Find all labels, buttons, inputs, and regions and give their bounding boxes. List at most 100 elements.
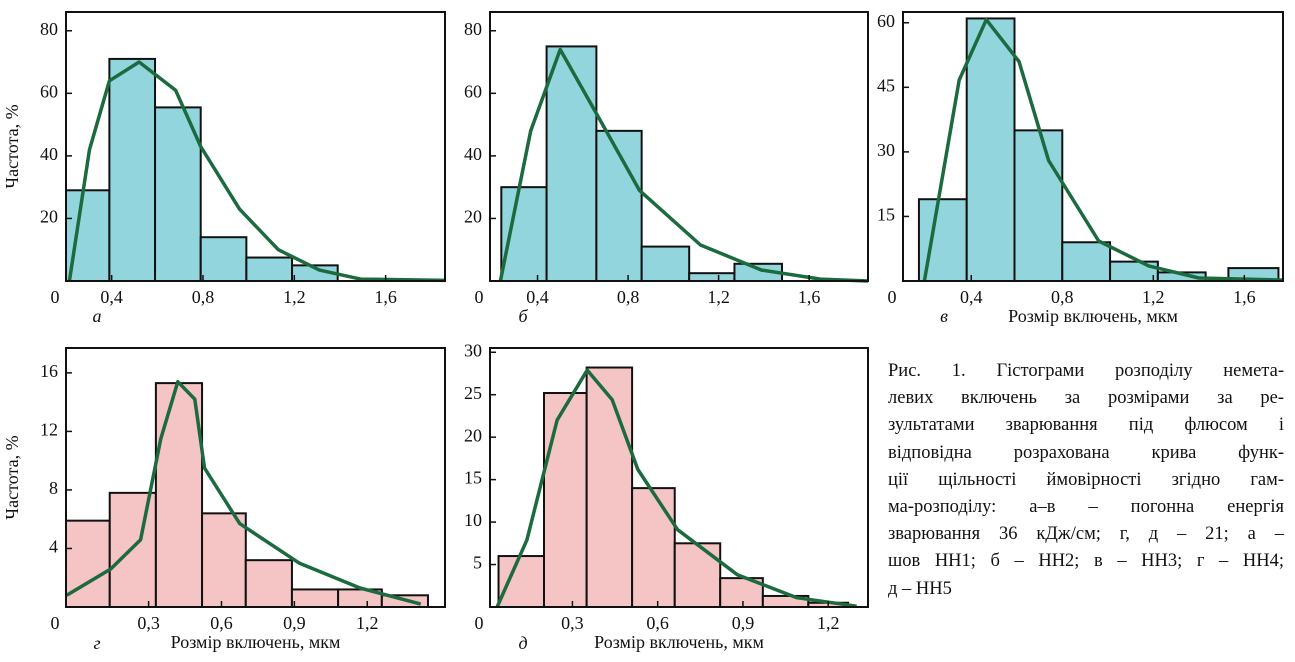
bar [154, 382, 204, 609]
corner-label: 0 [475, 287, 484, 307]
y-tick-label: 12 [40, 420, 58, 440]
x-tick-label: 0,4 [526, 287, 549, 307]
y-tick-label: 60 [877, 11, 895, 31]
bar [688, 272, 736, 283]
bar [543, 392, 588, 608]
y-tick-label: 8 [49, 478, 58, 498]
corner-label: 0 [888, 287, 897, 307]
bar [965, 17, 1016, 283]
axes-frame [65, 11, 446, 282]
y-tick-label: 20 [464, 425, 482, 445]
y-tick-label: 30 [464, 340, 482, 360]
x-tick-label: 0,9 [283, 613, 306, 633]
panel-label: г [93, 633, 100, 653]
density-curve [922, 17, 1284, 282]
x-tick-label: 0,3 [137, 613, 160, 633]
y-tick-label: 10 [464, 510, 482, 530]
bar [497, 555, 545, 609]
axes-frame [902, 11, 1284, 282]
y-tick-label: 80 [464, 19, 482, 39]
bar [244, 559, 293, 609]
y-tick-label: 40 [40, 144, 58, 164]
y-tick-label: 60 [40, 81, 58, 101]
bar [545, 45, 598, 282]
bar [1109, 260, 1159, 282]
bar [585, 366, 634, 609]
x-tick-label: 0,3 [561, 613, 584, 633]
corner-label: 0 [475, 613, 484, 633]
bar [290, 588, 340, 608]
x-axis-label: Розмір включень, мкм [1008, 306, 1178, 326]
y-tick-label: 5 [473, 553, 482, 573]
axes-frame [489, 347, 869, 608]
caption-line: левих включень за розмірами за ре- [888, 388, 1284, 409]
caption-line: ції щільності ймовірності згідно гам- [888, 469, 1284, 490]
y-tick-label: 15 [464, 468, 482, 488]
caption-line: зультатами зварювання під флюсом і [888, 415, 1284, 436]
x-axis-label: Розмір включень, мкм [171, 632, 341, 652]
bar [1061, 241, 1112, 283]
bar [640, 245, 691, 282]
x-tick-label: 1,2 [283, 287, 306, 307]
x-tick-label: 1,2 [707, 287, 730, 307]
x-tick-label: 0,4 [100, 287, 123, 307]
panel-label: а [93, 306, 102, 326]
y-tick-label: 20 [40, 207, 58, 227]
caption-line: відповідна розрахована крива функ- [888, 442, 1284, 463]
x-tick-label: 1,2 [817, 613, 840, 633]
x-tick-label: 0,8 [617, 287, 640, 307]
density-curve [67, 60, 446, 283]
y-tick-label: 25 [464, 383, 482, 403]
y-tick-label: 20 [464, 207, 482, 227]
axes-frame [65, 347, 446, 608]
corner-label: 0 [51, 613, 60, 633]
x-tick-label: 1,6 [374, 287, 397, 307]
bar [65, 519, 111, 609]
bar [201, 512, 247, 608]
x-tick-label: 1,6 [1233, 287, 1256, 307]
caption-line: Рис. 1. Гістограми розподілу немета- [888, 361, 1284, 381]
caption-line: шов НН1; б – НН2; в – НН3; г – НН4; [888, 551, 1284, 572]
y-tick-label: 15 [877, 205, 895, 225]
bar [108, 491, 157, 608]
corner-label: 0 [51, 287, 60, 307]
x-tick-label: 0,9 [732, 613, 755, 633]
x-tick-label: 1,2 [356, 613, 379, 633]
x-tick-label: 0,4 [960, 287, 983, 307]
caption-line: ма-розподілу: а–в – погонна енергія [888, 497, 1284, 518]
panel-label: д [518, 633, 527, 653]
bar [631, 487, 676, 608]
caption-line: зварювання 36 кДж/см; г, д – 21; а – [888, 524, 1284, 545]
x-tick-label: 1,6 [798, 287, 821, 307]
panel-label: в [940, 306, 948, 326]
x-tick-label: 0,8 [192, 287, 215, 307]
bar [245, 256, 294, 283]
y-tick-label: 4 [49, 537, 58, 557]
caption-line: д – НН5 [888, 578, 952, 599]
density-curve [498, 47, 869, 283]
y-tick-label: 60 [464, 81, 482, 101]
x-axis-label: Розмір включень, мкм [594, 632, 764, 652]
y-axis-label: Частота, % [2, 435, 22, 519]
y-tick-label: 45 [877, 75, 895, 95]
y-tick-label: 40 [464, 144, 482, 164]
y-tick-label: 30 [877, 140, 895, 160]
bar [673, 542, 722, 608]
bar [1013, 129, 1064, 282]
y-axis-label: Частота, % [2, 104, 22, 188]
x-tick-label: 0,6 [210, 613, 233, 633]
panel-label: б [518, 306, 528, 326]
x-tick-label: 1,2 [1142, 287, 1165, 307]
bar [199, 236, 248, 283]
caption: Рис. 1. Гістограми розподілу немета-леви… [888, 358, 1284, 603]
y-tick-label: 80 [40, 19, 58, 39]
y-tick-label: 16 [40, 361, 58, 381]
x-tick-label: 0,6 [646, 613, 669, 633]
x-tick-label: 0,8 [1051, 287, 1074, 307]
density-curve [495, 368, 857, 608]
bar [108, 57, 157, 282]
density-curve [65, 379, 422, 606]
axes-frame [489, 11, 869, 282]
